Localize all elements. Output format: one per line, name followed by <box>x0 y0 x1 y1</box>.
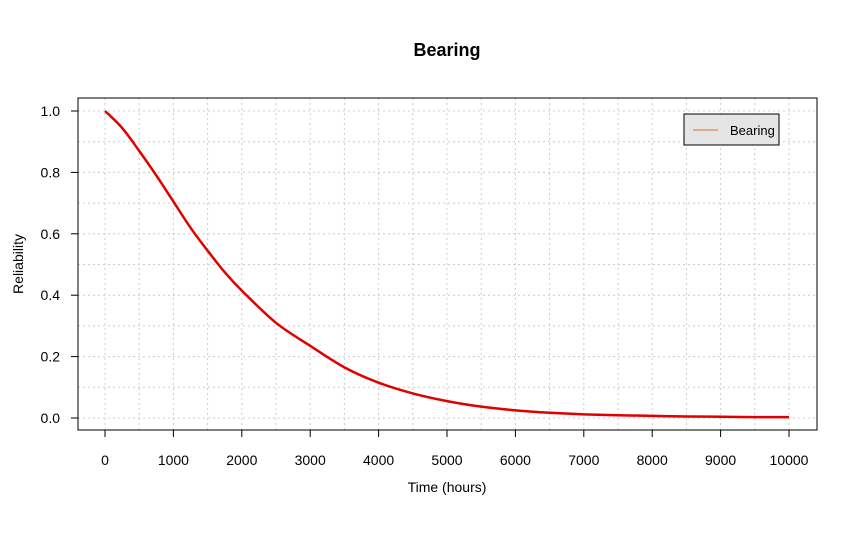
y-tick-label: 0.0 <box>41 410 61 426</box>
x-tick-label: 3000 <box>295 452 326 468</box>
y-tick-label: 0.8 <box>41 164 61 180</box>
y-tick-label: 1.0 <box>41 103 61 119</box>
series-layer <box>104 110 790 419</box>
x-tick-label: 9000 <box>705 452 736 468</box>
legend-label: Bearing <box>730 123 775 138</box>
x-axis: 0 1000 2000 3000 4000 5000 6000 7000 8000 9000 100… <box>101 430 809 468</box>
x-tick-label: 10000 <box>770 452 809 468</box>
x-axis-title: Time (hours) <box>408 479 487 495</box>
x-tick-label: 8000 <box>637 452 668 468</box>
legend: Bearing <box>683 113 780 146</box>
x-tick-label: 6000 <box>500 452 531 468</box>
x-tick-label: 1000 <box>158 452 189 468</box>
grid <box>78 98 817 430</box>
y-axis-title: Reliability <box>10 234 26 294</box>
y-tick-label: 0.2 <box>41 349 61 365</box>
y-tick-label: 0.4 <box>41 287 61 303</box>
y-tick-label: 0.6 <box>41 226 61 242</box>
x-tick-label: 4000 <box>363 452 394 468</box>
y-axis: 0.0 0.2 0.4 0.6 0.8 1.0 <box>41 103 78 426</box>
series-line-bearing <box>104 110 790 419</box>
x-tick-label: 2000 <box>226 452 257 468</box>
x-tick-label: 7000 <box>568 452 599 468</box>
x-tick-label: 0 <box>101 452 109 468</box>
chart-title: Bearing <box>413 40 480 60</box>
x-tick-label: 5000 <box>431 452 462 468</box>
